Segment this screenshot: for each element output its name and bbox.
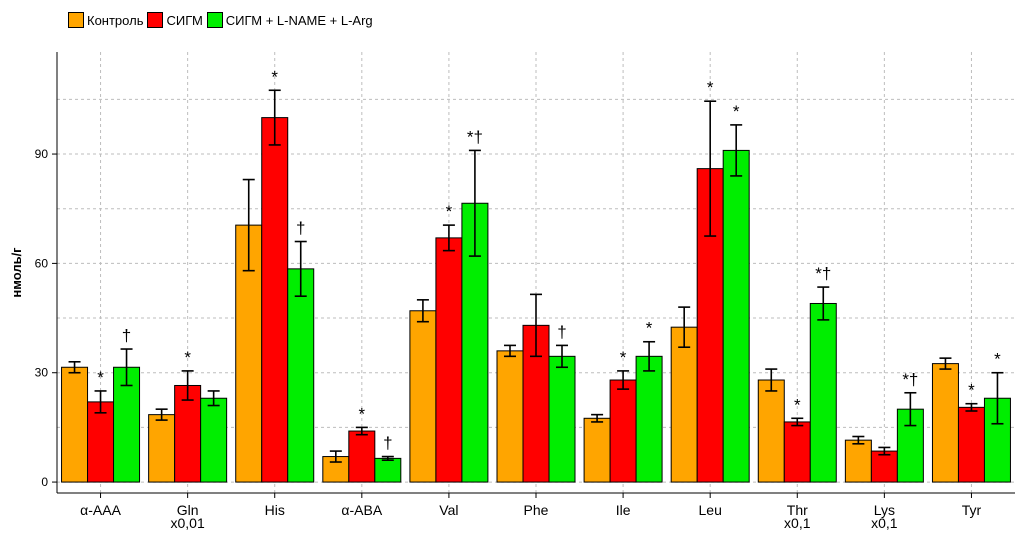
bar-2-1 — [261, 117, 289, 483]
x-tick-label-9-line-1: x0,1 — [871, 515, 898, 531]
significance-mark-7-1: * — [707, 78, 714, 97]
bar-7-2 — [722, 149, 750, 483]
legend-item-sigm-lname-larg: СИГМ + L-NAME + L-Arg — [206, 12, 373, 28]
x-tick-label-8-line-0: Thr — [787, 502, 808, 518]
bar-1-1 — [174, 384, 202, 483]
y-tick-label-2: 60 — [35, 256, 49, 270]
x-tick-label-2: His — [265, 502, 285, 518]
bar-0-1 — [87, 401, 115, 483]
significance-mark-6-1: * — [620, 348, 627, 367]
y-axis-label: нмоль/г — [9, 247, 24, 298]
significance-mark-4-2: *† — [467, 127, 483, 146]
significance-mark-5-2: † — [557, 322, 566, 341]
legend-label-control: Контроль — [87, 12, 144, 28]
significance-mark-3-1: * — [359, 404, 366, 423]
x-tick-label-3: α-ABA — [341, 502, 382, 518]
bar-5-0 — [496, 350, 524, 483]
significance-mark-8-1: * — [794, 395, 801, 414]
significance-mark-2-1: * — [271, 67, 278, 86]
bar-0-2 — [113, 366, 141, 483]
legend: Контроль СИГМ СИГМ + L-NAME + L-Arg — [68, 12, 377, 28]
y-tick-label-0: 0 — [41, 475, 48, 489]
bar-4-1 — [435, 237, 463, 483]
bar-9-0 — [844, 439, 872, 483]
bar-0-0 — [61, 366, 89, 483]
legend-label-sigm: СИГМ — [166, 12, 203, 28]
x-tick-label-9-line-0: Lys — [874, 502, 895, 518]
bar-6-1 — [609, 379, 637, 483]
bar-7-0 — [670, 326, 698, 483]
x-tick-label-10: Tyr — [962, 502, 982, 518]
significance-mark-10-1: * — [968, 381, 975, 400]
bar-6-2 — [635, 355, 663, 483]
significance-mark-8-2: *† — [815, 264, 831, 283]
x-tick-label-0: α-AAA — [80, 502, 121, 518]
significance-mark-0-2: † — [122, 326, 131, 345]
x-tick-label-5: Phe — [524, 502, 549, 518]
x-tick-label-7: Leu — [699, 502, 722, 518]
significance-mark-3-2: † — [383, 434, 392, 453]
bar-5-2 — [548, 355, 576, 483]
bar-3-2 — [374, 457, 402, 483]
bar-10-1 — [957, 406, 985, 483]
legend-item-sigm: СИГМ — [147, 12, 203, 28]
legend-swatch-control — [68, 12, 84, 28]
bar-2-2 — [287, 268, 315, 483]
x-tick-label-8-line-1: x0,1 — [784, 515, 811, 531]
significance-mark-1-1: * — [184, 348, 191, 367]
y-tick-label-1: 30 — [35, 366, 49, 380]
bar-3-0 — [322, 456, 350, 483]
significance-mark-4-1: * — [446, 202, 453, 221]
significance-mark-2-2: † — [296, 219, 305, 238]
legend-item-control: Контроль — [68, 12, 143, 28]
significance-mark-10-2: * — [994, 350, 1001, 369]
x-tick-label-4: Val — [439, 502, 458, 518]
bar-1-0 — [148, 414, 176, 483]
legend-swatch-sigm — [147, 12, 164, 28]
significance-mark-0-1: * — [97, 368, 104, 387]
bar-4-0 — [409, 310, 437, 483]
bar-8-2 — [809, 302, 837, 483]
bar-8-0 — [757, 379, 785, 483]
bar-10-0 — [931, 363, 959, 483]
legend-swatch-sigm-lname-larg — [206, 12, 223, 28]
x-tick-label-1-line-0: Gln — [177, 502, 199, 518]
legend-label-sigm-lname-larg: СИГМ + L-NAME + L-Arg — [225, 12, 373, 28]
bar-8-1 — [783, 421, 811, 483]
significance-mark-7-2: * — [733, 102, 740, 121]
significance-mark-6-2: * — [646, 319, 653, 338]
bar-1-2 — [200, 397, 228, 483]
x-tick-label-6: Ile — [616, 502, 631, 518]
bar-9-1 — [870, 450, 898, 483]
bar-3-1 — [348, 430, 376, 483]
x-tick-label-1-line-1: x0,01 — [171, 515, 205, 531]
y-tick-label-3: 90 — [35, 147, 49, 161]
significance-mark-9-2: *† — [902, 370, 918, 389]
bar-6-0 — [583, 417, 611, 483]
